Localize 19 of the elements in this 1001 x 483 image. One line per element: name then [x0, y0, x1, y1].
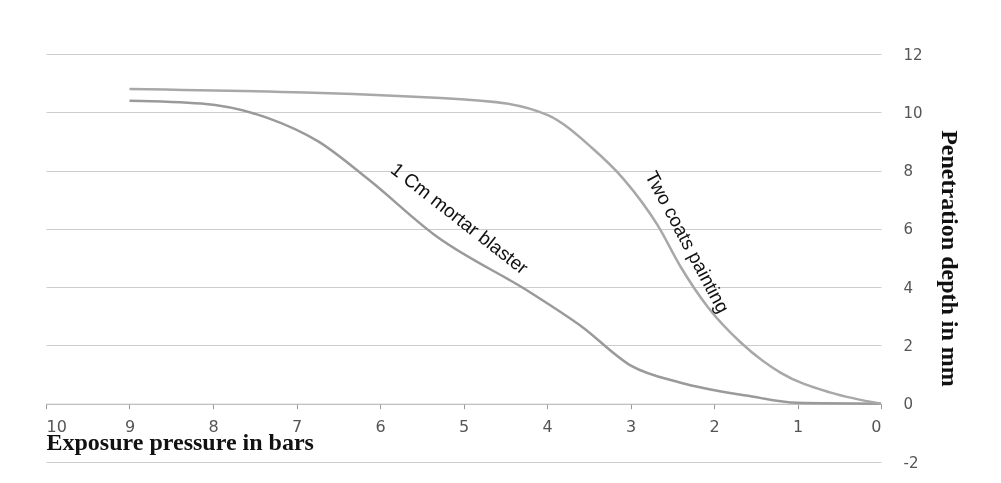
x-tick-label: 6 [375, 417, 386, 437]
y-tick-label: 4 [903, 278, 914, 297]
y-tick-label: -2 [903, 453, 919, 472]
y-tick-label: 0 [903, 395, 914, 414]
x-tick-label: 2 [709, 417, 720, 437]
y-tick-label: 12 [903, 45, 923, 64]
x-tick-label: 9 [124, 417, 136, 437]
x-tick-label: 3 [625, 417, 637, 437]
x-tick-label: 0 [871, 417, 882, 437]
x-tick-label: 1 [792, 417, 804, 437]
y-tick-label: 10 [903, 103, 923, 122]
y-tick-label: 6 [903, 220, 914, 239]
y-axis-title: Penetration depth in mm [936, 130, 963, 387]
x-tick-label: 8 [208, 417, 219, 437]
x-tick-label: 5 [458, 417, 470, 437]
x-tick-label: 7 [291, 417, 303, 437]
y-tick-label: 8 [903, 162, 914, 181]
y-tick-label: 2 [903, 336, 914, 355]
x-tick-label: 4 [542, 417, 553, 437]
